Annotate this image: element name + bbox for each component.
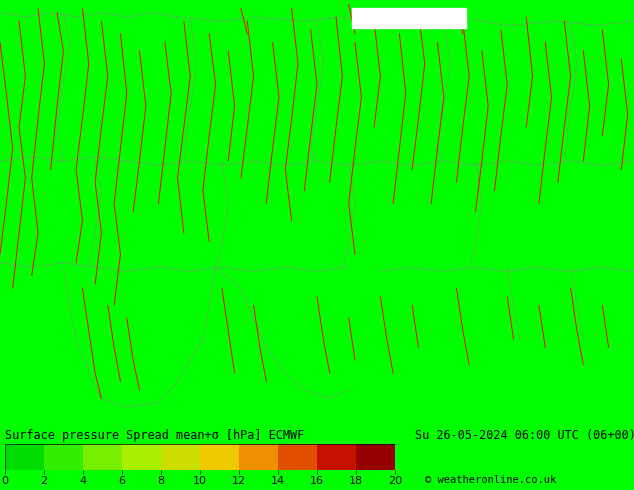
- Bar: [278, 444, 317, 470]
- Bar: [5, 444, 44, 470]
- Bar: [161, 444, 200, 470]
- Bar: [239, 444, 278, 470]
- Text: Surface pressure Spread mean+σ [hPa] ECMWF: Surface pressure Spread mean+σ [hPa] ECM…: [5, 429, 304, 442]
- Bar: [200, 444, 239, 470]
- Bar: [352, 8, 466, 27]
- Bar: [83, 444, 122, 470]
- Bar: [356, 444, 395, 470]
- Bar: [317, 444, 356, 470]
- Text: Su 26-05-2024 06:00 UTC (06+00): Su 26-05-2024 06:00 UTC (06+00): [415, 429, 634, 442]
- Bar: [122, 444, 161, 470]
- Text: © weatheronline.co.uk: © weatheronline.co.uk: [425, 475, 556, 485]
- Bar: [44, 444, 83, 470]
